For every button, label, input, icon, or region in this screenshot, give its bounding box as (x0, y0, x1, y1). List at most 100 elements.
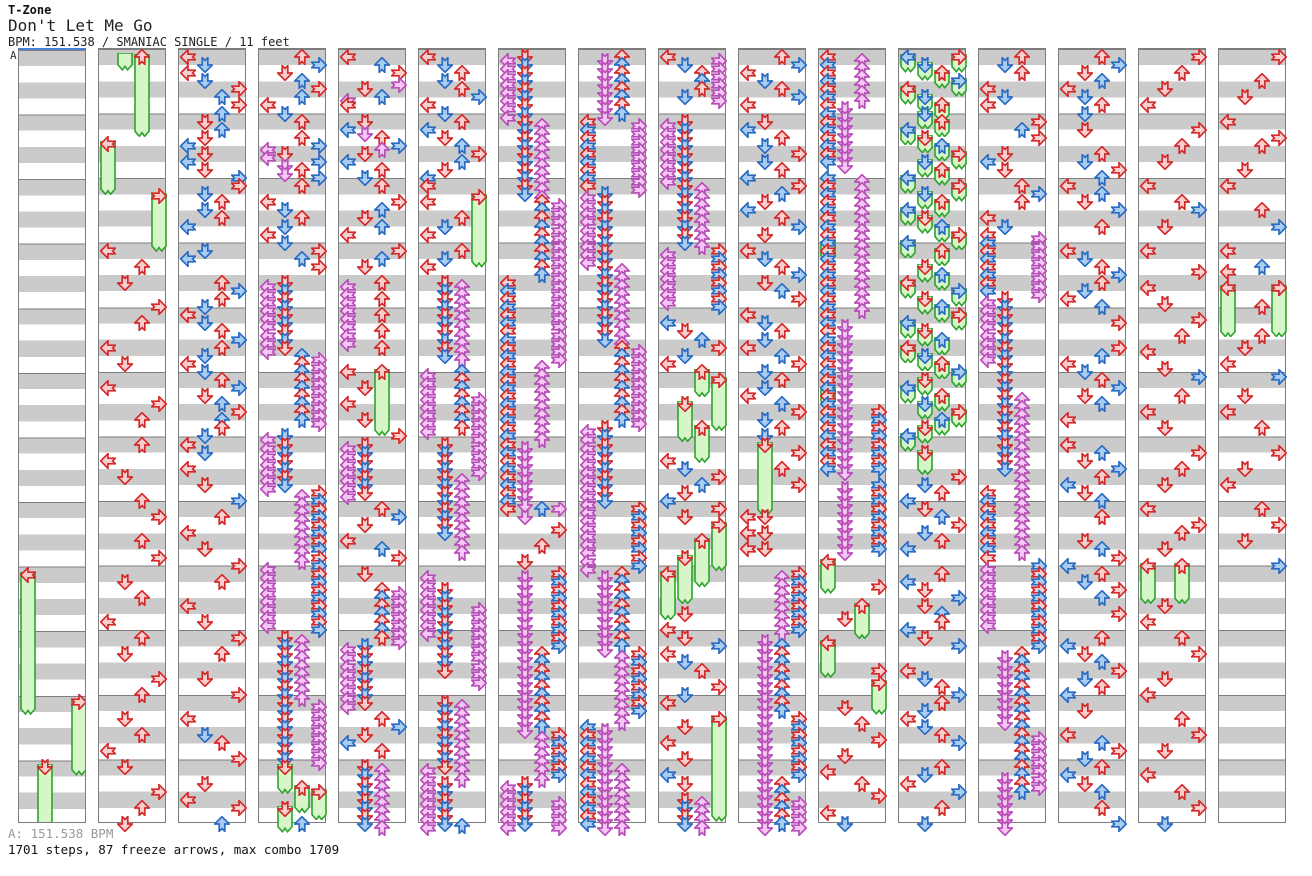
arrow-left-icon (1059, 412, 1076, 429)
arrow-left-icon (899, 493, 916, 509)
arrow-right-icon (630, 557, 647, 574)
arrow-up-icon (693, 420, 710, 437)
arrow-down-icon (676, 686, 693, 703)
arrow-right-icon (1190, 121, 1207, 138)
arrow-right-icon (950, 638, 967, 655)
arrow-right-icon (1190, 646, 1207, 663)
arrow-left-icon (259, 480, 276, 497)
arrow-left-icon (499, 109, 516, 126)
arrow-up-icon (133, 258, 150, 275)
arrow-right-icon (230, 557, 247, 574)
arrow-left-icon (419, 819, 436, 836)
chart-column-4 (258, 48, 327, 834)
arrow-up-icon (773, 258, 790, 275)
arrow-up-icon (1013, 49, 1030, 65)
arrow-down-icon (756, 315, 773, 332)
arrow-up-icon (213, 210, 230, 227)
arrow-up-icon (213, 420, 230, 437)
arrow-up-icon (1093, 97, 1110, 114)
arrow-left-icon (1059, 638, 1076, 655)
arrow-down-icon (196, 727, 213, 744)
arrow-left-icon (419, 121, 436, 138)
arrow-down-icon (996, 460, 1013, 477)
arrow-down-icon (196, 186, 213, 203)
arrow-left-icon (899, 170, 916, 187)
arrow-up-icon (1253, 501, 1270, 518)
arrow-down-icon (916, 291, 933, 308)
arrow-down-icon (356, 517, 373, 534)
arrow-right-icon (1110, 266, 1127, 283)
arrow-right-icon (390, 509, 407, 526)
arrow-down-icon (1076, 65, 1093, 82)
arrow-left-icon (339, 533, 356, 550)
arrow-up-icon (293, 210, 310, 227)
arrow-right-icon (630, 416, 647, 433)
arrow-down-icon (756, 226, 773, 243)
arrow-down-icon (916, 105, 933, 122)
arrow-up-icon (373, 743, 390, 760)
freeze-body (116, 52, 133, 71)
arrow-up-icon (453, 817, 470, 834)
arrow-left-icon (899, 121, 916, 138)
arrow-down-icon (996, 819, 1013, 836)
arrow-up-icon (933, 218, 950, 235)
arrow-down-icon (196, 113, 213, 130)
arrow-up-icon (853, 303, 870, 320)
arrow-right-icon (950, 783, 967, 800)
arrow-right-icon (790, 218, 807, 235)
arrow-down-icon (436, 162, 453, 179)
arrow-right-icon (630, 182, 647, 199)
arrow-left-icon (659, 295, 676, 312)
arrow-up-icon (373, 819, 390, 836)
arrow-left-icon (899, 541, 916, 558)
arrow-right-icon (230, 686, 247, 703)
arrow-left-icon (739, 541, 756, 558)
arrow-down-icon (196, 57, 213, 74)
arrow-down-icon (436, 218, 453, 235)
arrow-left-icon (99, 339, 116, 356)
arrow-right-icon (1110, 460, 1127, 477)
arrow-left-icon (899, 202, 916, 219)
arrow-right-icon (70, 694, 85, 711)
arrow-up-icon (1173, 328, 1190, 345)
arrow-left-icon (1059, 727, 1076, 744)
arrow-right-icon (1270, 444, 1287, 461)
arrow-right-icon (790, 355, 807, 372)
arrow-down-icon (1156, 360, 1173, 377)
arrow-left-icon (99, 614, 116, 631)
arrow-up-icon (213, 573, 230, 590)
arrow-left-icon (259, 618, 276, 635)
arrow-right-icon (1190, 517, 1207, 534)
arrow-down-icon (1076, 452, 1093, 469)
arrow-left-icon (979, 618, 996, 635)
chart-column-12 (898, 48, 967, 832)
arrow-right-icon (710, 299, 727, 316)
arrow-down-icon (596, 109, 613, 126)
arrow-up-icon (373, 275, 390, 292)
arrow-up-icon (613, 715, 630, 732)
arrow-down-icon (36, 758, 53, 775)
arrow-up-icon (1013, 178, 1030, 195)
arrow-right-icon (950, 735, 967, 752)
arrow-left-icon (659, 694, 676, 711)
chart-column-15 (1138, 48, 1207, 832)
arrow-left-icon (659, 767, 676, 784)
arrow-left-icon (659, 355, 676, 372)
arrow-down-icon (276, 65, 293, 82)
arrow-down-icon (1076, 533, 1093, 550)
arrow-down-icon (676, 396, 693, 413)
arrow-up-icon (373, 541, 390, 558)
arrow-down-icon (836, 815, 853, 832)
arrow-left-icon (979, 81, 996, 98)
arrow-down-icon (276, 105, 293, 122)
arrow-left-icon (179, 307, 196, 324)
arrow-up-icon (693, 81, 710, 98)
arrow-down-icon (436, 57, 453, 74)
arrow-down-icon (116, 815, 133, 832)
arrow-down-icon (516, 186, 533, 203)
arrow-down-icon (196, 541, 213, 558)
arrow-down-icon (996, 145, 1013, 162)
arrow-left-icon (1059, 178, 1076, 195)
arrow-right-icon (390, 242, 407, 259)
arrow-down-icon (916, 815, 933, 832)
